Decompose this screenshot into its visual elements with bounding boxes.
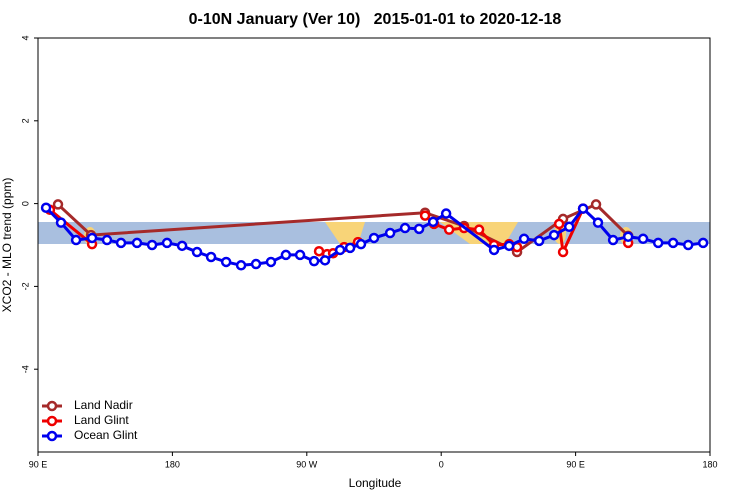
- point: [313, 245, 325, 257]
- x-axis-title: Longitude: [349, 476, 402, 490]
- chart-title: 0-10N January (Ver 10) 2015-01-01 to 202…: [189, 11, 562, 28]
- y-tick-label: 0: [20, 201, 30, 206]
- point: [607, 234, 619, 246]
- point: [176, 240, 188, 252]
- point: [590, 199, 602, 210]
- legend-label: Land Glint: [74, 413, 129, 427]
- point: [368, 232, 380, 244]
- legend-marker: [46, 430, 58, 442]
- point: [563, 221, 575, 233]
- point: [86, 232, 98, 244]
- y-axis-title: XCO2 - MLO trend (ppm): [0, 178, 14, 313]
- x-tick-label: 90 E: [566, 459, 585, 469]
- point: [101, 234, 113, 246]
- point: [419, 210, 431, 221]
- point: [355, 238, 367, 250]
- point: [294, 249, 306, 261]
- x-tick-label: 90 W: [296, 459, 318, 469]
- point: [667, 237, 679, 249]
- x-tick-label: 180: [702, 459, 717, 469]
- y-tick-label: -2: [20, 282, 30, 290]
- point: [308, 255, 320, 267]
- x-tick-label: 0: [439, 459, 444, 469]
- point: [235, 260, 247, 271]
- point: [682, 239, 694, 251]
- point: [427, 216, 439, 228]
- point: [652, 237, 664, 249]
- point: [557, 246, 569, 258]
- point: [344, 242, 356, 254]
- point: [220, 256, 232, 268]
- y-tick-label: 2: [20, 118, 30, 123]
- point: [205, 251, 217, 263]
- point: [577, 203, 589, 214]
- point: [637, 233, 649, 245]
- series-line: [56, 202, 630, 254]
- point: [319, 255, 331, 266]
- point: [697, 237, 709, 249]
- point: [384, 227, 396, 239]
- point: [70, 234, 82, 246]
- legend-marker: [46, 400, 58, 412]
- point: [488, 244, 500, 256]
- point: [592, 217, 604, 228]
- point: [250, 258, 262, 270]
- y-tick-label: 4: [20, 35, 30, 40]
- point: [280, 249, 292, 261]
- point: [548, 229, 560, 241]
- point: [161, 237, 173, 249]
- point: [131, 237, 143, 249]
- point: [399, 222, 411, 234]
- legend-marker: [46, 415, 58, 427]
- plot-frame: [37, 37, 711, 453]
- legend-label: Ocean Glint: [74, 428, 138, 442]
- point: [413, 223, 425, 235]
- point: [55, 217, 67, 228]
- point: [146, 239, 158, 251]
- point: [440, 208, 452, 219]
- point: [115, 237, 127, 249]
- point: [518, 233, 530, 245]
- point: [265, 256, 277, 268]
- point: [40, 202, 52, 213]
- point: [553, 218, 565, 230]
- y-tick-label: -4: [20, 365, 30, 373]
- point: [503, 240, 515, 252]
- legend-label: Land Nadir: [74, 398, 133, 412]
- point: [443, 224, 455, 235]
- point: [533, 235, 545, 247]
- point: [334, 244, 346, 256]
- point: [191, 246, 203, 258]
- x-tick-label: 180: [165, 459, 180, 469]
- point: [52, 199, 64, 210]
- point: [473, 224, 485, 235]
- point: [622, 231, 634, 242]
- x-tick-label: 90 E: [29, 459, 48, 469]
